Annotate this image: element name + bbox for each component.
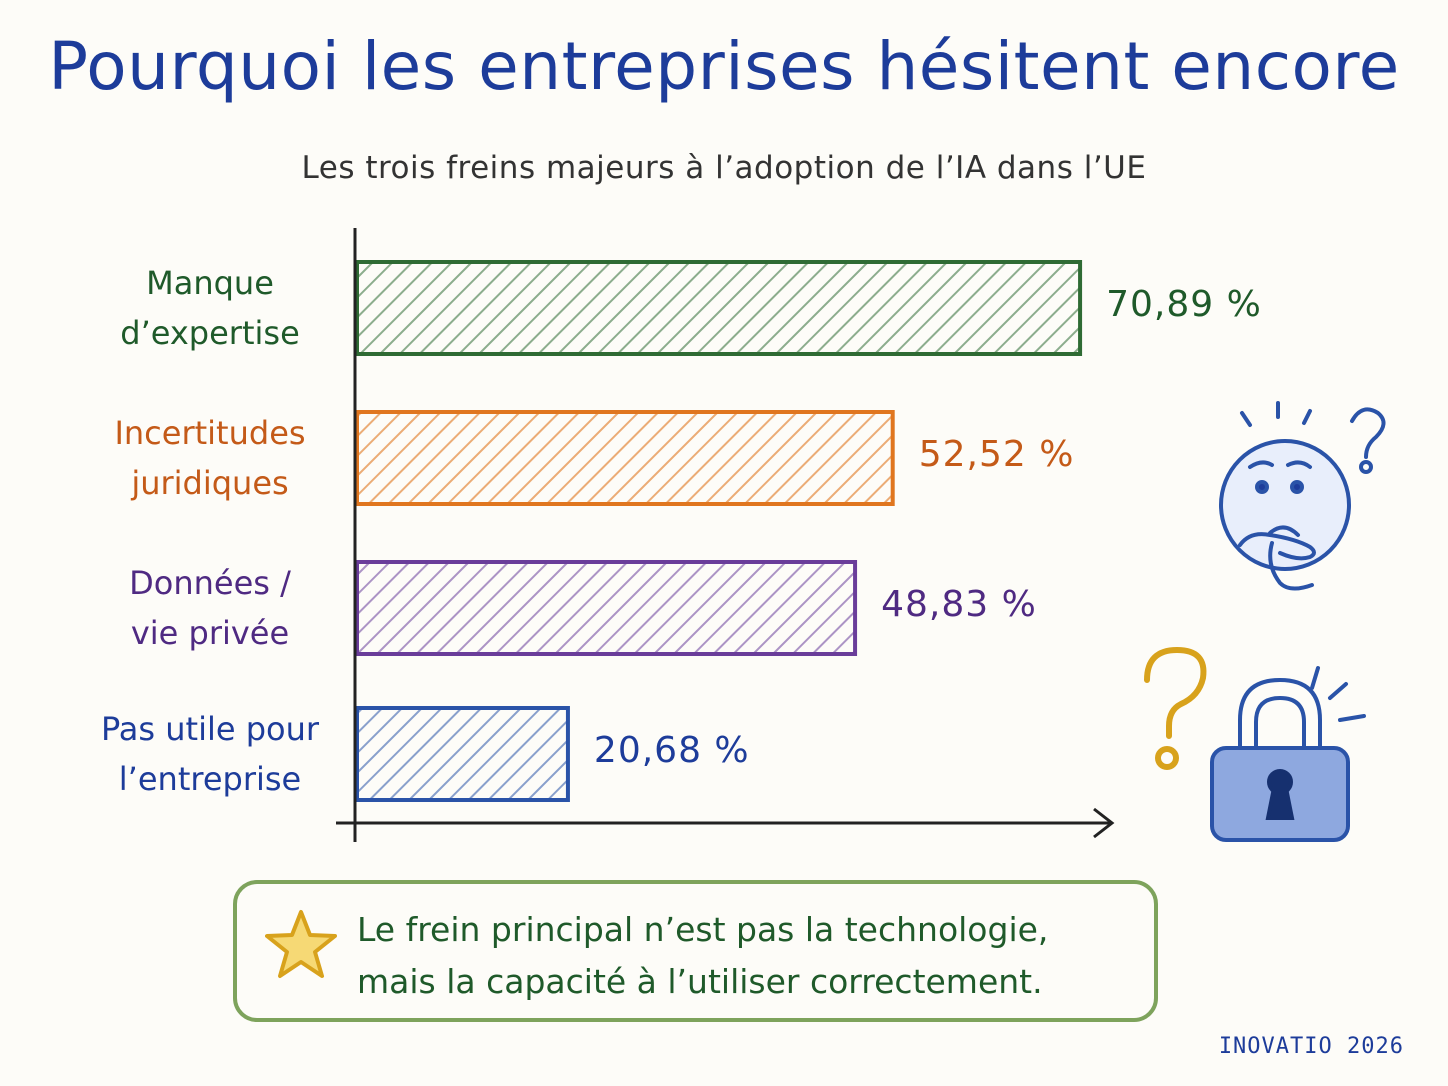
category-label-1-line-1: Manque: [146, 264, 274, 302]
footer-credit: INOVATIO 2026: [1218, 1034, 1404, 1059]
category-label-2-line-1: Incertitudes: [114, 414, 306, 452]
category-label-1: Manque d’expertise: [60, 258, 360, 358]
bar-3: [355, 560, 858, 656]
value-label-4: 20,68 %: [593, 730, 750, 771]
star-icon: [265, 910, 337, 978]
chart-title: Pourquoi les entreprises hésitent encore: [48, 28, 1400, 105]
padlock-icon: [1210, 666, 1366, 842]
chart-subtitle: Les trois freins majeurs à l’adoption de…: [301, 150, 1147, 186]
category-label-3-line-2: vie privée: [130, 614, 290, 652]
key-takeaway-box: Le frein principal n’est pas la technolo…: [233, 880, 1158, 1022]
category-label-3: Données / vie privée: [60, 558, 360, 658]
thinking-face-icon: [1219, 401, 1386, 591]
question-mark-icon: [1144, 646, 1207, 770]
category-label-4-line-2: l’entreprise: [118, 760, 302, 798]
category-label-2: Incertitudes juridiques: [60, 408, 360, 508]
category-label-1-line-2: d’expertise: [120, 314, 300, 352]
category-label-4: Pas utile pour l’entreprise: [60, 704, 360, 804]
category-label-4-line-1: Pas utile pour: [100, 710, 320, 748]
value-label-2: 52,52 %: [918, 434, 1075, 475]
category-label-3-line-1: Données /: [129, 564, 291, 602]
category-label-2-line-2: juridiques: [131, 464, 289, 502]
bar-1: [355, 260, 1083, 356]
value-label-1: 70,89 %: [1106, 284, 1262, 325]
bar-4: [355, 706, 570, 802]
bar-2: [355, 410, 895, 506]
key-takeaway-line1: Le frein principal n’est pas la technolo…: [357, 910, 1049, 949]
value-label-3: 48,83 %: [881, 584, 1037, 625]
key-takeaway-line2: mais la capacité à l’utiliser correcteme…: [357, 962, 1043, 1001]
x-axis-arrow: [1093, 807, 1115, 839]
key-takeaway-text: Le frein principal n’est pas la technolo…: [357, 904, 1147, 1008]
